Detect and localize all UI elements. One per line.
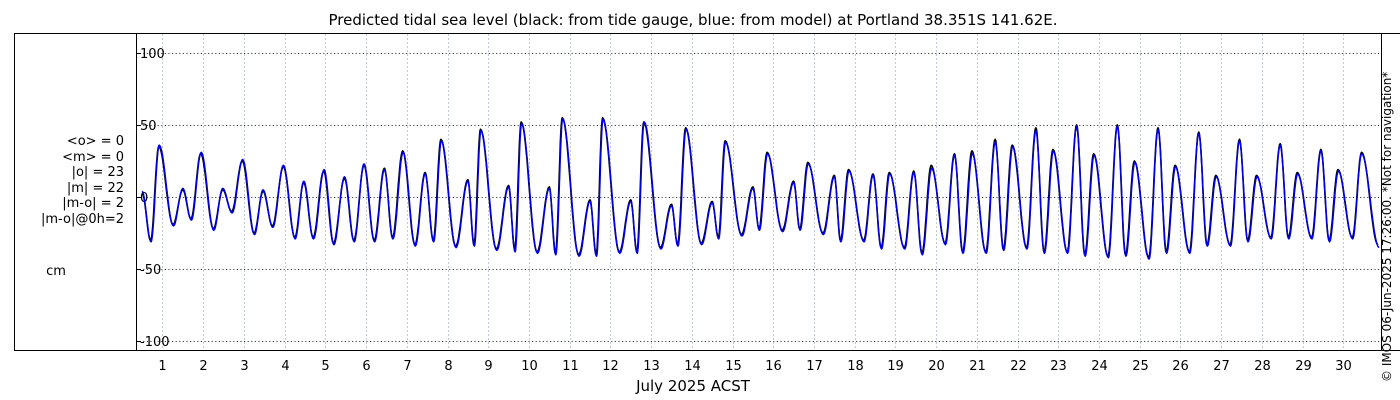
x-tick-label: 21 (969, 359, 986, 374)
x-tick-label: 13 (643, 359, 660, 374)
y-tick-label: 50 (140, 119, 157, 134)
x-tick-label: 15 (725, 359, 742, 374)
stat-abs-observed: |o| = 23 (71, 165, 124, 180)
statistics-panel: <o> = 0 <m> = 0 |o| = 23 |m| = 22 |m-o| … (14, 134, 124, 227)
x-tick-label: 7 (403, 359, 411, 374)
x-tick-label: 27 (1213, 359, 1230, 374)
x-tick-label: 20 (928, 359, 945, 374)
x-tick-label: 24 (1091, 359, 1108, 374)
x-tick-label: 6 (362, 359, 370, 374)
y-tick-label: -50 (140, 263, 161, 278)
x-tick-label: 3 (240, 359, 248, 374)
x-tick-label: 26 (1172, 359, 1189, 374)
x-tick-label: 12 (602, 359, 619, 374)
stat-abs-diff: |m-o| = 2 (62, 196, 124, 211)
chart-title: Predicted tidal sea level (black: from t… (328, 11, 1057, 29)
x-tick-label: 2 (199, 359, 207, 374)
x-tick-label: 30 (1335, 359, 1352, 374)
outer-frame (14, 33, 1400, 351)
unit-label: cm (46, 264, 66, 279)
x-gridlines (162, 34, 1344, 350)
stat-mean-model: <m> = 0 (62, 149, 124, 165)
x-tick-label: 4 (281, 359, 289, 374)
x-tick-label: 16 (765, 359, 782, 374)
credit-text: © IMOS 06-Jun-2025 17:26:00. *Not for na… (1380, 71, 1394, 382)
y-gridlines (136, 53, 1382, 342)
x-axis-ticks: 1 2 3 4 5 6 7 8 9 10 11 12 13 14 15 16 17 18 19 20 21 22 23 24 2… (158, 359, 1351, 374)
x-tick-label: 8 (444, 359, 452, 374)
x-tick-label: 29 (1295, 359, 1312, 374)
x-axis-label: July 2025 ACST (635, 377, 751, 395)
x-tick-label: 10 (521, 359, 538, 374)
stat-mean-observed: <o> = 0 (66, 134, 124, 149)
x-tick-label: 11 (562, 359, 579, 374)
series-layer (141, 116, 1380, 260)
series-line-model (141, 118, 1380, 260)
x-tick-label: 5 (321, 359, 329, 374)
x-tick-label: 19 (887, 359, 904, 374)
x-tick-label: 9 (484, 359, 492, 374)
x-tick-label: 22 (1010, 359, 1027, 374)
x-tick-label: 23 (1050, 359, 1067, 374)
x-tick-label: 1 (158, 359, 166, 374)
y-tick-label: 100 (140, 47, 165, 62)
stat-abs-model: |m| = 22 (66, 180, 124, 196)
x-tick-label: 28 (1254, 359, 1271, 374)
x-tick-label: 18 (847, 359, 864, 374)
stat-abs-diff-0h: |m-o|@0h=2 (41, 211, 124, 227)
plot-area (136, 34, 1382, 350)
x-tick-label: 17 (806, 359, 823, 374)
x-tick-label: 14 (684, 359, 701, 374)
y-tick-label: -100 (140, 335, 170, 350)
x-tick-label: 25 (1132, 359, 1149, 374)
